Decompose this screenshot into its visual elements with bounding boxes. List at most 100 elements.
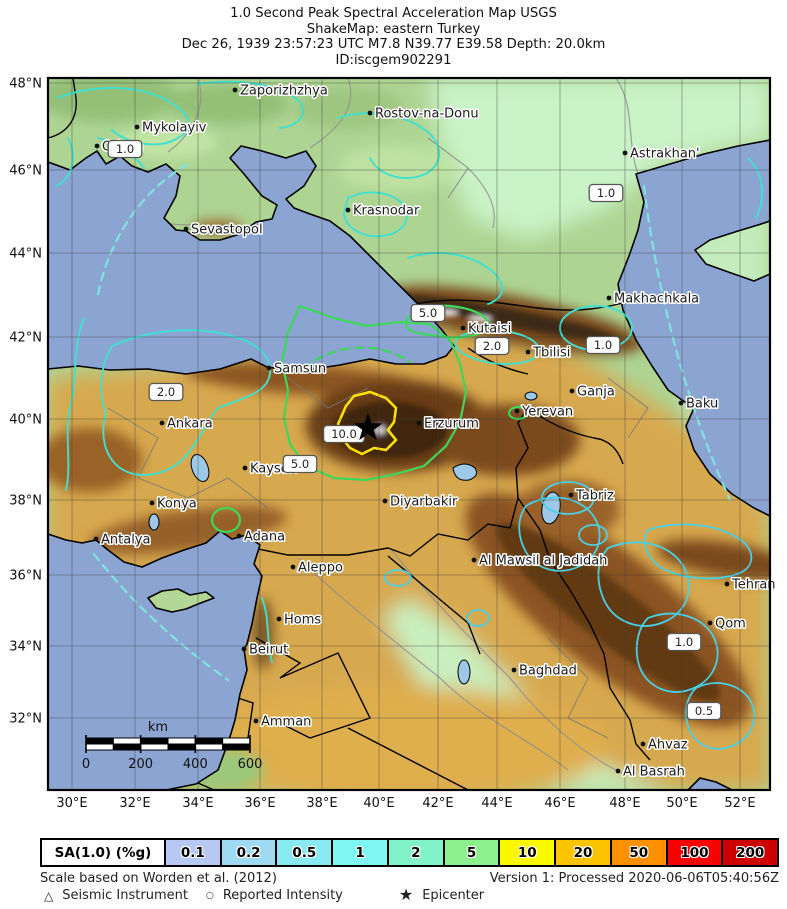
scalebar-segment — [112, 743, 142, 751]
city-dot — [615, 768, 621, 774]
lat-tick-label: 44°N — [9, 247, 42, 262]
city-dot — [511, 667, 517, 673]
graticule — [48, 78, 770, 790]
contour-label: 5.0 — [282, 454, 318, 474]
scalebar-tick-label: 400 — [183, 757, 208, 772]
city-dot — [416, 420, 422, 426]
contour-label-text: 1.0 — [594, 338, 612, 352]
city-label: Al Mawsil al Jadidah — [479, 554, 607, 569]
symbol-legend: △ Seismic Instrument ○ Reported Intensity ★ E… — [44, 885, 485, 905]
city-dot — [93, 536, 99, 542]
version-text: Version 1: Processed 2020-06-06T05:40:56… — [489, 871, 779, 886]
contour-label-text: 10.0 — [331, 427, 357, 441]
city-marker: Tehran — [724, 576, 777, 594]
lon-tick-label: 36°E — [244, 796, 275, 811]
lat-tick-label: 36°N — [9, 569, 42, 584]
city-label: Aleppo — [298, 561, 343, 576]
city-marker: Krasnodar — [345, 202, 422, 220]
scalebar-segment — [167, 743, 196, 751]
contour-label: 1.0 — [107, 139, 143, 159]
city-dot — [640, 741, 646, 747]
contour-label-box — [686, 701, 722, 721]
city-label: Zaporizhzhya — [240, 84, 328, 99]
contour-label-box — [148, 382, 184, 402]
city-label: Qom — [715, 617, 746, 632]
city-marker: Al Mawsil al Jadidah — [471, 552, 609, 570]
city-label: Samsun — [274, 362, 326, 377]
lat-tick-label: 38°N — [9, 494, 42, 509]
city-label: Erzurum — [424, 417, 479, 432]
city-dot — [724, 581, 730, 587]
star-icon: ★ — [398, 885, 414, 904]
colorbar-cell: 10 — [498, 840, 555, 865]
contour-label: 0.5 — [686, 701, 722, 721]
city-marker: Homs — [276, 611, 323, 629]
city-dot — [232, 87, 238, 93]
city-dot — [183, 226, 189, 232]
city-dot — [367, 110, 373, 116]
city-dot — [569, 388, 575, 394]
lon-tick-label: 32°E — [119, 796, 150, 811]
city-label: Yerevan — [521, 405, 573, 420]
scalebar-segment — [194, 737, 224, 745]
city-label: Al Basrah — [623, 765, 685, 780]
legend-label: Seismic Instrument — [62, 888, 188, 903]
colorbar-cell: 0.2 — [219, 840, 276, 865]
lon-tick-label: 30°E — [56, 796, 87, 811]
contour-label-box — [410, 303, 446, 323]
colorbar: SA(1.0) (%g) 0.1 0.2 0.5 1 2 5 10 20 50 100 200 — [40, 838, 779, 867]
city-label: Tehran — [731, 578, 776, 593]
legend-label: Reported Intensity — [222, 888, 343, 903]
sea-shapes — [48, 139, 770, 790]
city-marker: Amman — [253, 713, 313, 731]
colorbar-cell: 0.1 — [164, 840, 220, 865]
scalebar-segment — [140, 743, 169, 751]
city-marker: Al Basrah — [615, 763, 686, 781]
city-dot — [707, 620, 713, 626]
city-label: Amman — [261, 715, 311, 730]
city-marker: Tabriz — [568, 487, 615, 505]
legend-label: Epicenter — [422, 888, 485, 903]
lat-tick-label: 40°N — [9, 413, 42, 428]
city-label: Antalya — [101, 533, 150, 548]
city-marker: Sevastopol — [183, 221, 264, 239]
city-marker: Ankara — [159, 415, 214, 433]
colorbar-cell: 100 — [665, 840, 722, 865]
circle-icon: ○ — [205, 890, 214, 901]
colorbar-cell: 1 — [331, 840, 387, 865]
contour-label: 1.0 — [585, 335, 621, 355]
city-dot — [159, 420, 165, 426]
title-block: 1.0 Second Peak Spectral Acceleration Ma… — [0, 6, 787, 68]
contour-label: 1.0 — [666, 632, 702, 652]
colorbar-cell: 20 — [554, 840, 610, 865]
lon-tick-label: 40°E — [363, 796, 394, 811]
scalebar-segment — [112, 737, 142, 745]
contour-label: 10.0 — [322, 424, 366, 444]
lon-tick-label: 42°E — [422, 796, 453, 811]
lat-tick-label: 46°N — [9, 164, 42, 179]
map-title: 1.0 Second Peak Spectral Acceleration Ma… — [230, 6, 557, 21]
epicenter-star — [353, 413, 383, 441]
city-markers: ZaporizhzhyaMykolayivOdesaRostov-na-Donu… — [93, 82, 777, 781]
contour-label: 1.0 — [588, 183, 624, 203]
contour-label: 2.0 — [148, 382, 184, 402]
epicenter-star — [353, 413, 383, 441]
city-marker: Zaporizhzhya — [232, 82, 329, 100]
city-label: Ahvaz — [648, 738, 688, 753]
colorbar-cell: 0.5 — [275, 840, 332, 865]
lat-tick-label: 42°N — [9, 331, 42, 346]
contour-label-text: 1.0 — [675, 635, 693, 649]
lon-tick-label: 44°E — [481, 796, 512, 811]
map-subtitle: ShakeMap: eastern Turkey — [306, 21, 481, 37]
city-marker: Rostov-na-Donu — [367, 105, 480, 123]
contour-label-text: 1.0 — [597, 186, 615, 200]
city-dot — [94, 143, 100, 149]
city-marker: Ganja — [569, 383, 616, 401]
contour-label-box — [588, 183, 624, 203]
contour-label: 5.0 — [410, 303, 446, 323]
city-dot — [236, 533, 242, 539]
contour-label: 2.0 — [474, 336, 510, 356]
city-marker: Qom — [707, 615, 747, 633]
axis-tick-labels: 30°E 32°E 34°E 36°E 38°E 40°E 42°E 44°E 46°E 48°E… — [9, 77, 755, 812]
contour-label-text: 5.0 — [291, 457, 309, 471]
